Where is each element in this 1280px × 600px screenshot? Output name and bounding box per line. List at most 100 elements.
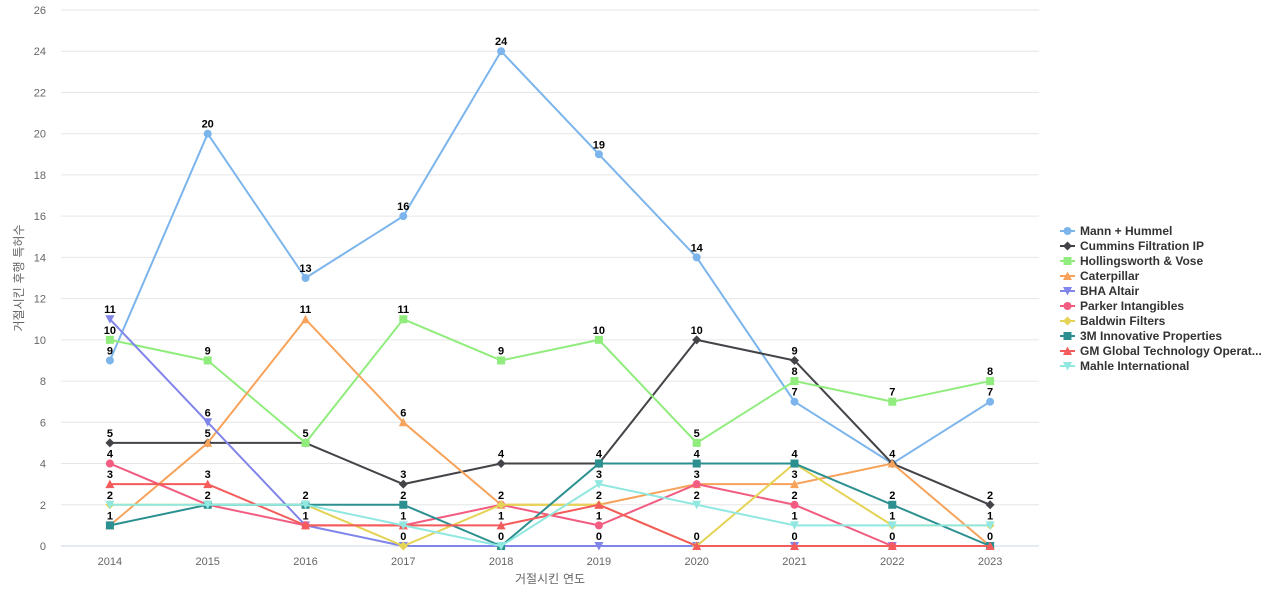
data-point[interactable] — [986, 377, 995, 386]
data-point[interactable] — [105, 438, 115, 448]
data-point[interactable] — [692, 500, 702, 510]
data-point[interactable] — [985, 500, 995, 510]
legend-marker-icon[interactable] — [1063, 257, 1072, 265]
data-point[interactable] — [496, 520, 506, 530]
data-point[interactable] — [497, 356, 506, 365]
data-point[interactable] — [398, 417, 408, 427]
x-tick-label: 2022 — [880, 556, 904, 568]
legend-item[interactable]: BHA Altair — [1060, 284, 1139, 298]
data-point[interactable] — [497, 47, 506, 56]
data-point[interactable] — [888, 500, 897, 509]
data-point[interactable] — [203, 356, 212, 365]
legend-item[interactable]: 3M Innovative Properties — [1060, 329, 1222, 343]
data-point[interactable] — [399, 212, 408, 221]
data-point[interactable] — [105, 459, 114, 468]
data-point[interactable] — [594, 459, 603, 468]
data-point[interactable] — [203, 129, 212, 138]
data-point[interactable] — [301, 500, 310, 510]
data-point[interactable] — [594, 480, 604, 489]
data-point[interactable] — [887, 459, 897, 468]
data-point[interactable] — [496, 459, 506, 469]
data-point[interactable] — [790, 500, 799, 509]
legend-marker-icon[interactable] — [1063, 227, 1072, 235]
data-point[interactable] — [790, 459, 799, 468]
data-label: 2 — [694, 490, 700, 502]
data-point[interactable] — [692, 459, 701, 468]
data-point[interactable] — [203, 500, 213, 510]
data-point[interactable] — [301, 274, 310, 282]
series-2 — [105, 315, 995, 447]
data-point[interactable] — [203, 479, 213, 489]
legend-item[interactable]: Caterpillar — [1060, 269, 1140, 283]
data-point[interactable] — [887, 521, 897, 530]
legend-label: Parker Intangibles — [1080, 299, 1184, 313]
data-label: 2 — [596, 490, 602, 502]
data-point[interactable] — [594, 542, 604, 551]
data-point[interactable] — [594, 500, 604, 509]
data-point[interactable] — [887, 541, 897, 551]
legend-marker-icon[interactable] — [1063, 302, 1072, 310]
data-label: 7 — [889, 387, 895, 399]
legend-marker-icon[interactable] — [1063, 271, 1072, 281]
data-point[interactable] — [790, 355, 799, 365]
data-point[interactable] — [985, 541, 995, 551]
legend-marker-icon[interactable] — [1063, 241, 1072, 251]
data-point[interactable] — [692, 438, 701, 447]
data-point[interactable] — [398, 541, 408, 551]
data-point[interactable] — [790, 377, 799, 386]
legend-item[interactable]: Mann + Hummel — [1060, 224, 1172, 238]
data-point[interactable] — [301, 520, 310, 530]
legend-marker-icon[interactable] — [1063, 332, 1072, 340]
legend-marker-icon[interactable] — [1063, 287, 1072, 296]
data-label: 0 — [498, 531, 504, 543]
data-point[interactable] — [888, 397, 897, 406]
data-point[interactable] — [105, 500, 115, 510]
data-label: 7 — [791, 387, 797, 399]
data-point[interactable] — [105, 335, 114, 344]
legend-marker-icon[interactable] — [1063, 316, 1072, 326]
data-point[interactable] — [594, 521, 603, 530]
data-label: 0 — [596, 531, 602, 543]
data-point[interactable] — [790, 479, 799, 489]
data-point[interactable] — [398, 479, 408, 489]
data-label: 2 — [400, 490, 406, 502]
data-point[interactable] — [105, 479, 115, 489]
data-point[interactable] — [203, 418, 213, 427]
legend-marker-icon[interactable] — [1063, 362, 1072, 371]
legend-item[interactable]: Mahle International — [1060, 359, 1189, 373]
data-point[interactable] — [692, 335, 702, 345]
data-point[interactable] — [301, 438, 310, 447]
data-point[interactable] — [692, 541, 702, 551]
data-point[interactable] — [301, 314, 310, 324]
data-point[interactable] — [399, 315, 408, 324]
data-point[interactable] — [398, 521, 408, 530]
data-label: 1 — [498, 510, 504, 522]
data-point[interactable] — [496, 542, 506, 551]
data-point[interactable] — [399, 500, 408, 509]
data-point[interactable] — [692, 253, 701, 262]
legend-marker-icon[interactable] — [1063, 346, 1072, 356]
legend-item[interactable]: GM Global Technology Operat... — [1060, 344, 1262, 358]
data-point[interactable] — [105, 356, 114, 365]
legend-item[interactable]: Cummins Filtration IP — [1060, 239, 1204, 253]
data-point[interactable] — [985, 521, 995, 530]
legend-item[interactable]: Baldwin Filters — [1060, 314, 1166, 328]
data-point[interactable] — [790, 397, 799, 406]
legend-item[interactable]: Parker Intangibles — [1060, 299, 1184, 313]
x-tick-label: 2014 — [98, 556, 122, 568]
data-point[interactable] — [692, 480, 701, 489]
data-point[interactable] — [496, 500, 506, 510]
data-point[interactable] — [986, 397, 995, 406]
data-point[interactable] — [105, 315, 115, 324]
data-label: 0 — [694, 531, 700, 543]
data-point[interactable] — [594, 150, 603, 159]
x-axis-title: 거절시킨 연도 — [515, 572, 585, 586]
legend-item[interactable]: Hollingsworth & Vose — [1060, 254, 1203, 268]
data-point[interactable] — [790, 541, 799, 551]
data-point[interactable] — [203, 438, 213, 447]
data-point[interactable] — [594, 335, 603, 344]
data-point[interactable] — [790, 521, 799, 530]
data-label: 11 — [104, 304, 116, 316]
data-point[interactable] — [105, 521, 114, 530]
